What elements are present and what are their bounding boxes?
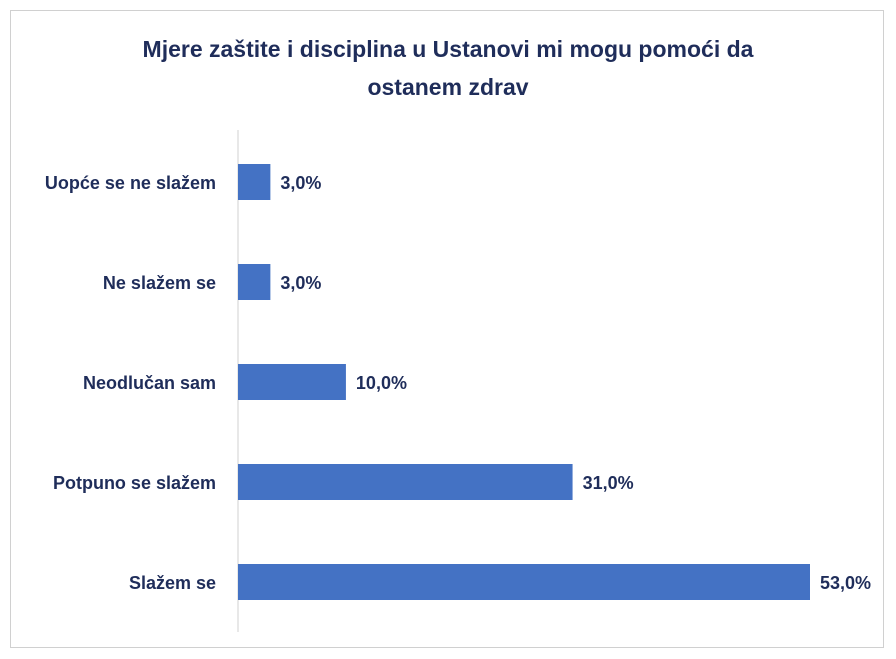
category-label: Ne slažem se <box>103 273 216 293</box>
category-label: Slažem se <box>129 573 216 593</box>
value-label: 3,0% <box>280 173 321 193</box>
category-label: Potpuno se slažem <box>53 473 216 493</box>
bar <box>238 164 271 200</box>
value-label: 53,0% <box>820 573 871 593</box>
value-label: 10,0% <box>356 373 407 393</box>
bar <box>238 364 346 400</box>
value-label: 3,0% <box>280 273 321 293</box>
bar <box>238 264 271 300</box>
bar <box>238 564 810 600</box>
category-label: Neodlučan sam <box>83 373 216 393</box>
value-label: 31,0% <box>583 473 634 493</box>
chart-frame <box>10 10 884 648</box>
chart-title: Mjere zaštite i disciplina u Ustanovi mi… <box>142 36 754 100</box>
bar <box>238 464 573 500</box>
category-label: Uopće se ne slažem <box>45 173 216 193</box>
